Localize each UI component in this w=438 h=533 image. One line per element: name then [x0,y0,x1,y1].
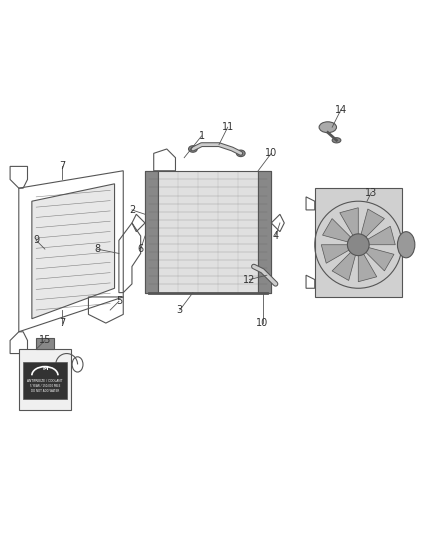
Circle shape [347,234,369,256]
Text: 14: 14 [335,105,347,115]
Text: 12: 12 [243,274,256,285]
Text: 4: 4 [272,231,279,241]
Text: 9: 9 [33,236,39,245]
Text: DO NOT ADD WATER: DO NOT ADD WATER [31,389,59,392]
Text: 6: 6 [138,244,144,254]
Polygon shape [19,349,71,410]
Text: 8: 8 [94,244,100,254]
Polygon shape [340,208,358,237]
Text: 15: 15 [39,335,51,345]
Text: 5: 5 [116,296,122,306]
Ellipse shape [332,138,341,143]
Polygon shape [321,245,351,263]
Polygon shape [358,252,377,282]
Text: ANTIFREEZE / COOLANT: ANTIFREEZE / COOLANT [27,379,63,383]
Polygon shape [23,362,67,399]
Text: 10: 10 [265,148,277,158]
Polygon shape [360,209,385,239]
Text: 2: 2 [129,205,135,215]
Ellipse shape [397,232,415,258]
Polygon shape [315,188,402,297]
Text: M: M [42,366,48,372]
Polygon shape [32,184,115,319]
Polygon shape [145,171,158,293]
Ellipse shape [319,122,336,133]
Polygon shape [332,251,356,280]
Polygon shape [364,247,394,271]
Text: 13: 13 [365,188,378,198]
Polygon shape [145,171,271,293]
Text: 5 YEAR / 150,000 MILE: 5 YEAR / 150,000 MILE [30,384,60,388]
Polygon shape [258,171,271,293]
Text: 11: 11 [222,122,234,132]
Text: 1: 1 [198,131,205,141]
Polygon shape [36,338,53,349]
Polygon shape [322,219,352,243]
Polygon shape [366,226,395,245]
Ellipse shape [188,146,197,152]
Text: 3: 3 [177,305,183,315]
Ellipse shape [237,150,245,157]
Text: 7: 7 [59,318,65,328]
Text: 7: 7 [59,161,65,172]
Text: 10: 10 [256,318,268,328]
